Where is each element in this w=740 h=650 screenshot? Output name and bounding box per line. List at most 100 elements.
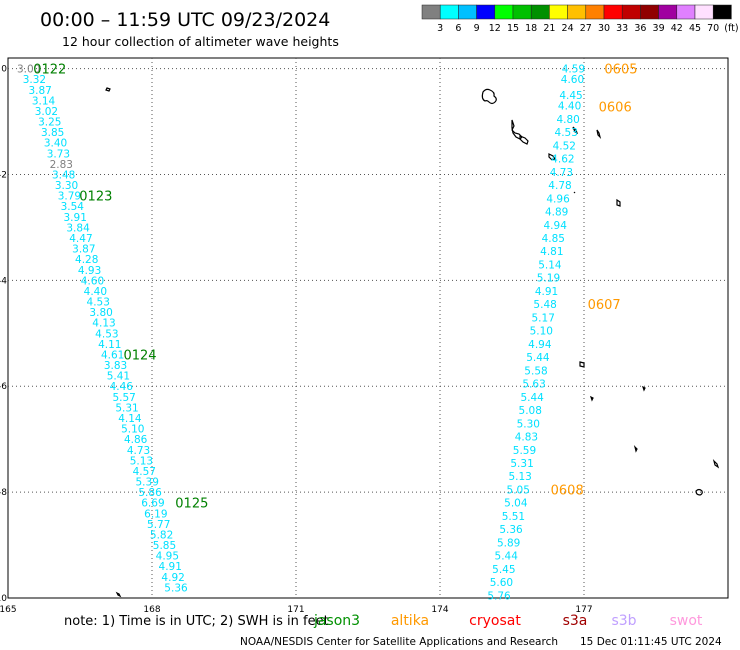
pass-time-label: 0606 (599, 101, 632, 116)
wave-height-label: 4.47 (69, 233, 92, 245)
colorbar-label: 24 (562, 23, 574, 34)
wave-height-label: 5.39 (136, 477, 159, 489)
colorbar-swatch (530, 4, 550, 20)
wave-height-label: 4.40 (84, 286, 107, 298)
wave-height-label: 4.13 (92, 318, 115, 330)
colorbar-swatch (476, 4, 496, 20)
y-tick-label: -8 (0, 488, 7, 498)
island-outline (633, 445, 638, 453)
legend-item-jason3: jason3 (313, 613, 360, 629)
wave-height-label: 3.73 (47, 148, 70, 160)
wave-height-label: 2.83 (50, 159, 73, 171)
island-outline (695, 488, 703, 496)
wave-height-label: 4.95 (156, 551, 179, 563)
wave-height-label: 4.59 (562, 64, 585, 76)
colorbar-swatch (567, 4, 587, 20)
colorbar-label: 42 (671, 23, 683, 34)
wave-height-label: 3.25 (38, 117, 61, 129)
wave-height-label: 5.57 (112, 392, 135, 404)
colorbar-label: 70 (707, 23, 719, 34)
colorbar-swatch (439, 4, 459, 20)
island-outline (548, 153, 556, 161)
wave-height-label: 5.41 (107, 371, 130, 383)
wave-height-label: 4.93 (78, 265, 101, 277)
colorbar-label: (ft) (724, 23, 738, 34)
wave-height-label: 3.83 (104, 360, 127, 372)
wave-height-label: 4.81 (540, 246, 563, 258)
footer-note: note: 1) Time is in UTC; 2) SWH is in fe… (64, 614, 329, 629)
x-tick-label: 171 (287, 605, 304, 615)
wave-height-label: 5.82 (150, 529, 173, 541)
wave-height-label: 4.40 (558, 101, 581, 113)
wave-height-label: 4.53 (555, 127, 578, 139)
wave-height-label: 3.14 (32, 95, 56, 107)
colorbar-label: 15 (507, 23, 519, 34)
wave-height-label: 5.51 (502, 511, 525, 523)
wave-height-label: 5.85 (153, 540, 176, 552)
island-outline (115, 591, 122, 598)
wave-height-label: 5.60 (490, 577, 513, 589)
island-outline (616, 198, 621, 207)
wave-height-label: 4.89 (545, 207, 568, 219)
pass-time-label: 0124 (123, 348, 156, 363)
wave-height-label: 3.91 (64, 212, 87, 224)
legend-item-cryosat: cryosat (469, 613, 521, 629)
wave-height-label: 5.36 (164, 582, 188, 594)
colorbar-label: 36 (634, 23, 646, 34)
wave-height-label: 4.94 (544, 220, 568, 232)
y-tick-label: -6 (0, 382, 7, 392)
wave-height-label: 5.10 (530, 326, 553, 338)
wave-height-label: 5.44 (520, 392, 544, 404)
wave-height-label: 4.73 (550, 167, 573, 179)
x-tick-label: 177 (575, 605, 592, 615)
island-outline (572, 126, 579, 135)
legend-item-swot: swot (670, 613, 703, 629)
wave-height-label: 4.91 (159, 561, 182, 573)
wave-height-label: 4.53 (87, 297, 110, 309)
x-tick-label: 165 (0, 605, 17, 615)
pass-time-label: 0122 (33, 63, 66, 78)
wave-height-label: 4.78 (548, 180, 571, 192)
wave-height-label: 3.85 (41, 127, 64, 139)
wave-height-label: 5.31 (510, 458, 533, 470)
wave-height-label: 4.73 (127, 445, 150, 457)
colorbar-swatch (549, 4, 568, 20)
colorbar-swatch (712, 4, 732, 20)
y-tick-label: -4 (0, 276, 7, 286)
wave-height-label: 4.85 (542, 233, 565, 245)
wave-height-label: 3.40 (44, 138, 67, 150)
colorbar-swatch (494, 4, 514, 20)
wave-height-label: 4.91 (535, 286, 558, 298)
colorbar-swatch (585, 4, 605, 20)
wave-height-label: 3.02 (35, 106, 58, 118)
wave-height-label: 4.92 (161, 572, 184, 584)
land-islands (105, 87, 720, 598)
wave-height-label: 4.53 (95, 328, 118, 340)
wave-height-label: 3.00 (17, 64, 40, 76)
wave-height-label: 5.45 (492, 564, 515, 576)
island-outline (712, 459, 720, 469)
wave-height-colorbar: 3 6 9 12 15 18 21 24 27 30 33 36 39 42 45 70 (ft) (421, 4, 739, 34)
colorbar-label: 21 (543, 23, 555, 34)
pass-time-label: 0607 (588, 298, 621, 313)
wave-height-label: 4.14 (118, 413, 142, 425)
wave-height-label: 5.36 (499, 524, 523, 536)
wave-height-label: 5.13 (508, 471, 531, 483)
wave-height-label: 5.13 (130, 455, 153, 467)
wave-height-label: 4.52 (553, 140, 576, 152)
wave-height-label: 5.05 (507, 484, 530, 496)
wave-height-label: 4.57 (133, 466, 156, 478)
wave-height-label: 3.87 (72, 244, 95, 256)
colorbar-label: 12 (489, 23, 501, 34)
colorbar-swatch (676, 4, 696, 20)
wave-height-label: 5.48 (533, 299, 556, 311)
wave-height-label: 6.69 (141, 498, 164, 510)
footer-timestamp: 15 Dec 01:11:45 UTC 2024 (580, 636, 722, 648)
wave-height-label: 3.54 (61, 201, 85, 213)
wave-height-label: 5.19 (537, 273, 560, 285)
x-tick-label: 174 (431, 605, 448, 615)
wave-height-label: 5.10 (121, 424, 144, 436)
wave-height-label: 4.96 (546, 193, 570, 205)
